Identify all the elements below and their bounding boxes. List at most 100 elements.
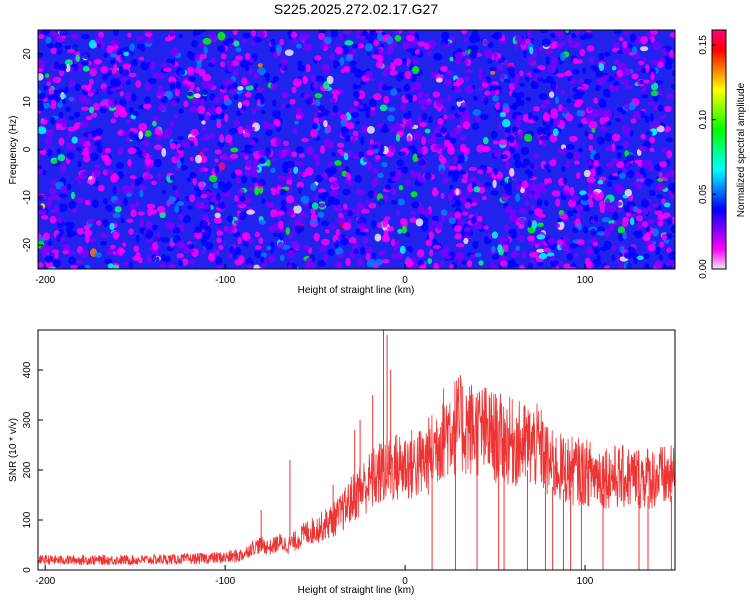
heatmap-blob: [154, 135, 162, 141]
heatmap-blob: [370, 144, 379, 149]
heatmap-blob: [329, 224, 336, 230]
heatmap-blob: [606, 162, 615, 169]
heatmap-blob: [474, 221, 483, 230]
heatmap-blob: [394, 30, 400, 34]
heatmap-blob: [531, 220, 538, 229]
heatmap-blob: [70, 33, 80, 40]
heatmap-blob: [596, 226, 606, 233]
heatmap-blob: [74, 176, 81, 181]
heatmap-blob: [68, 96, 74, 102]
heatmap-blob: [363, 156, 368, 163]
heatmap-blob: [175, 97, 180, 103]
heatmap-blob: [625, 84, 633, 90]
heatmap-y-axis-label: Frequency (Hz): [8, 116, 19, 185]
heatmap-blob: [621, 219, 629, 227]
heatmap-blob: [117, 147, 124, 155]
heatmap-blob: [500, 73, 505, 80]
heatmap-blob: [272, 76, 280, 82]
heatmap-blob: [198, 43, 207, 48]
heatmap-blob: [489, 67, 497, 72]
heatmap-blob: [556, 221, 565, 230]
heatmap-blob: [352, 130, 359, 137]
heatmap-blob: [82, 154, 91, 163]
heatmap-blob: [566, 253, 574, 261]
heatmap-blob: [641, 159, 651, 168]
heatmap-blob: [58, 193, 68, 198]
heatmap-blob: [595, 84, 601, 92]
heatmap-blob: [663, 202, 671, 208]
heatmap-blob: [405, 231, 411, 237]
heatmap-blob: [556, 148, 563, 153]
heatmap-y-ticks: -20 -10 0 10 20: [22, 48, 43, 252]
heatmap-blob: [85, 115, 93, 121]
heatmap-blob: [343, 203, 348, 210]
heatmap-blob: [476, 215, 483, 223]
heatmap-blob: [199, 219, 209, 229]
heatmap-blob: [81, 34, 90, 40]
heatmap-blob: [411, 201, 420, 209]
heatmap-blob: [107, 263, 114, 269]
heatmap-blob: [44, 261, 54, 268]
colorbar-tick-label: 0.05: [698, 184, 709, 204]
heatmap-blob: [550, 81, 557, 90]
heatmap-blob: [640, 133, 646, 140]
heatmap-blob: [218, 162, 226, 171]
heatmap-blob: [601, 217, 611, 223]
heatmap-blob: [527, 171, 534, 179]
heatmap-blob: [144, 174, 151, 182]
heatmap-blob: [495, 102, 501, 110]
heatmap-blob: [315, 99, 321, 107]
heatmap-blob: [545, 48, 554, 55]
heatmap-blob: [70, 264, 78, 269]
heatmap-blob: [245, 144, 254, 149]
heatmap-blob: [603, 109, 613, 118]
heatmap-blob: [202, 73, 212, 82]
heatmap-blob: [324, 201, 332, 206]
heatmap-blob: [640, 46, 649, 52]
heatmap-blob: [100, 240, 107, 246]
heatmap-blob: [374, 233, 382, 242]
heatmap-blob: [433, 262, 440, 269]
heatmap-blob: [59, 237, 66, 242]
heatmap-blob: [490, 70, 496, 75]
heatmap-blob: [500, 154, 509, 159]
heatmap-blob: [218, 244, 224, 251]
heatmap-blob: [562, 190, 571, 196]
heatmap-blob: [155, 256, 160, 262]
heatmap-blob: [635, 215, 643, 222]
heatmap-blob: [235, 177, 241, 184]
heatmap-blob: [537, 77, 544, 82]
heatmap-blob: [208, 33, 216, 38]
heatmap-blob: [560, 243, 570, 251]
heatmap-blob: [60, 185, 67, 193]
heatmap-blob: [178, 214, 185, 220]
heatmap-blob: [49, 215, 57, 224]
heatmap-blob: [602, 100, 607, 108]
heatmap-blob: [128, 107, 134, 114]
heatmap-blob: [370, 106, 376, 111]
heatmap-blob: [592, 241, 599, 247]
heatmap-blob: [529, 46, 534, 55]
heatmap-blob: [482, 39, 490, 45]
heatmap-blob: [577, 123, 584, 128]
heatmap-blob: [132, 111, 139, 116]
heatmap-blob: [74, 83, 81, 92]
heatmap-blob: [170, 142, 177, 150]
heatmap-blob: [626, 154, 635, 162]
heatmap-blob: [588, 200, 594, 208]
heatmap-blob: [279, 254, 285, 261]
heatmap-blob: [515, 118, 521, 128]
heatmap-blob: [509, 134, 515, 144]
heatmap-blob: [440, 168, 444, 175]
heatmap-blob: [526, 30, 532, 39]
heatmap-blob: [340, 126, 350, 134]
heatmap-blob: [398, 151, 407, 157]
heatmap-blob: [504, 132, 510, 138]
heatmap-x-ticks: -200 -100 0 100: [35, 264, 594, 286]
heatmap-blob: [65, 106, 71, 112]
heatmap-blob: [502, 244, 509, 253]
heatmap-blob: [226, 215, 234, 223]
heatmap-blob: [120, 218, 126, 224]
heatmap-blob: [45, 73, 50, 78]
heatmap-blob: [112, 49, 118, 55]
